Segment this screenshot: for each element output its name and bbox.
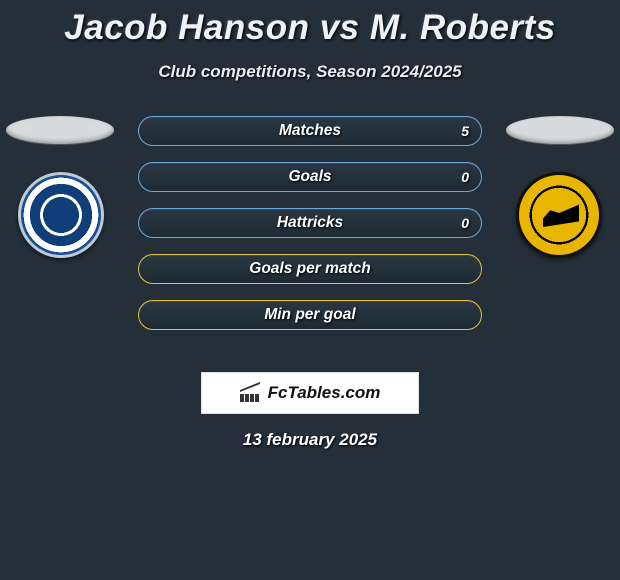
chart-icon [240, 384, 262, 402]
season-subtitle: Club competitions, Season 2024/2025 [0, 62, 620, 82]
stat-label: Goals per match [249, 260, 370, 278]
stat-value-right: 5 [461, 117, 469, 145]
page-title: Jacob Hanson vs M. Roberts [0, 0, 620, 48]
stat-pill: Min per goal [138, 300, 482, 330]
stat-value-right: 0 [461, 163, 469, 191]
stat-label: Min per goal [264, 306, 355, 324]
snapshot-date: 13 february 2025 [0, 430, 620, 450]
left-player-oval [6, 116, 114, 144]
stat-label: Goals [288, 168, 331, 186]
right-player-oval [506, 116, 614, 144]
stat-value-right: 0 [461, 209, 469, 237]
stat-label: Hattricks [277, 214, 343, 232]
boston-united-badge [516, 172, 602, 258]
brand-footer[interactable]: FcTables.com [201, 372, 419, 414]
stat-pill: Hattricks 0 [138, 208, 482, 238]
comparison-arena: Matches 5 Goals 0 Hattricks 0 Goals per match M… [0, 116, 620, 366]
stat-pill: Goals 0 [138, 162, 482, 192]
halifax-town-badge [18, 172, 104, 258]
brand-label: FcTables.com [268, 383, 381, 403]
stat-pill: Goals per match [138, 254, 482, 284]
stats-column: Matches 5 Goals 0 Hattricks 0 Goals per match M… [138, 116, 482, 346]
stat-label: Matches [279, 122, 341, 140]
stat-pill: Matches 5 [138, 116, 482, 146]
